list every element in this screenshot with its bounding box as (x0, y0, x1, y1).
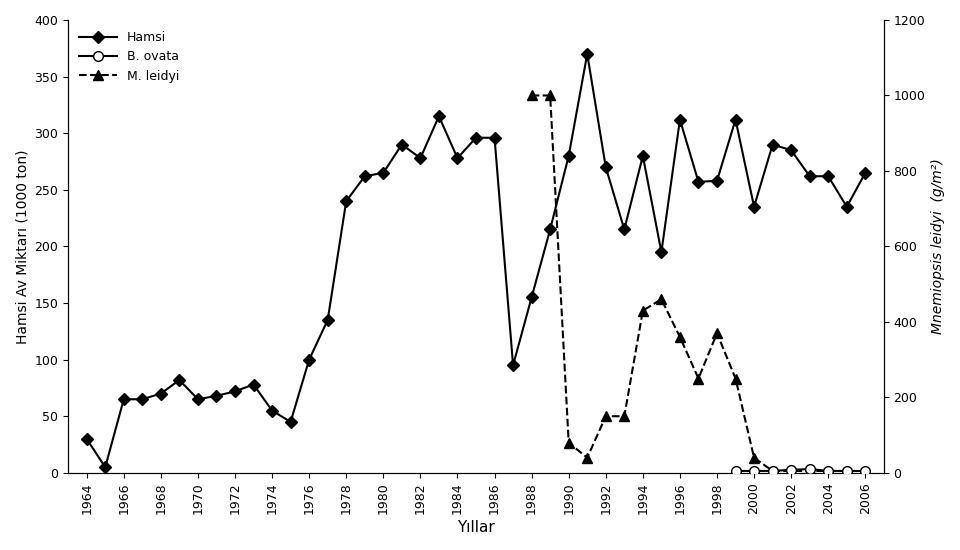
M. leidyi (656, 296, 667, 303)
Hamsi (823, 173, 834, 179)
M. leidyi (544, 92, 556, 99)
B. ovata (804, 466, 815, 472)
Hamsi (656, 249, 667, 255)
B. ovata (823, 468, 834, 474)
Hamsi (693, 179, 705, 185)
Hamsi (118, 396, 130, 403)
M. leidyi (730, 375, 741, 382)
Line: M. leidyi: M. leidyi (527, 91, 852, 476)
Hamsi (859, 169, 871, 176)
B. ovata (859, 468, 871, 474)
Hamsi (81, 436, 92, 442)
Hamsi (266, 408, 277, 414)
Hamsi (377, 169, 389, 176)
M. leidyi (674, 334, 685, 340)
Hamsi (359, 173, 371, 179)
M. leidyi (582, 454, 593, 461)
M. leidyi (563, 439, 574, 446)
Hamsi (618, 226, 630, 233)
Hamsi (582, 51, 593, 57)
Line: B. ovata: B. ovata (731, 464, 870, 476)
Hamsi (415, 155, 426, 161)
M. leidyi (711, 330, 723, 337)
Hamsi (210, 393, 222, 399)
Hamsi (303, 356, 315, 363)
Legend: Hamsi, B. ovata, M. leidyi: Hamsi, B. ovata, M. leidyi (75, 26, 184, 88)
M. leidyi (618, 413, 630, 420)
Hamsi (563, 152, 574, 159)
Hamsi (433, 113, 444, 119)
M. leidyi (748, 454, 759, 461)
M. leidyi (600, 413, 612, 420)
M. leidyi (693, 375, 705, 382)
Hamsi (470, 134, 482, 141)
B. ovata (767, 468, 779, 474)
Hamsi (174, 377, 185, 383)
Hamsi (396, 141, 408, 148)
M. leidyi (841, 468, 852, 474)
Hamsi (526, 294, 538, 301)
M. leidyi (785, 468, 797, 474)
Hamsi (192, 396, 204, 403)
Hamsi (489, 134, 500, 141)
Hamsi (248, 381, 259, 388)
Hamsi (507, 362, 518, 369)
X-axis label: Yıllar: Yıllar (457, 520, 494, 535)
Y-axis label: Mnemiopsis leidyi  (g/m²): Mnemiopsis leidyi (g/m²) (931, 158, 945, 334)
Hamsi (785, 147, 797, 153)
M. leidyi (823, 468, 834, 474)
B. ovata (841, 468, 852, 474)
B. ovata (748, 468, 759, 474)
Hamsi (804, 173, 815, 179)
Hamsi (730, 117, 741, 123)
Hamsi (285, 419, 297, 425)
Hamsi (452, 155, 464, 161)
Hamsi (322, 317, 333, 323)
Hamsi (544, 226, 556, 233)
Hamsi (841, 204, 852, 210)
Hamsi (341, 198, 352, 205)
B. ovata (730, 468, 741, 474)
Hamsi (767, 141, 779, 148)
B. ovata (785, 466, 797, 473)
Hamsi (674, 117, 685, 123)
M. leidyi (767, 468, 779, 474)
M. leidyi (804, 468, 815, 474)
Hamsi (229, 388, 241, 395)
Hamsi (156, 390, 167, 397)
Hamsi (637, 152, 649, 159)
Hamsi (711, 178, 723, 184)
Hamsi (600, 164, 612, 170)
M. leidyi (526, 92, 538, 99)
Hamsi (100, 464, 111, 470)
Hamsi (748, 204, 759, 210)
M. leidyi (637, 307, 649, 314)
Hamsi (136, 396, 148, 403)
Line: Hamsi: Hamsi (83, 50, 870, 471)
Y-axis label: Hamsi Av Miktarı (1000 ton): Hamsi Av Miktarı (1000 ton) (15, 149, 29, 344)
